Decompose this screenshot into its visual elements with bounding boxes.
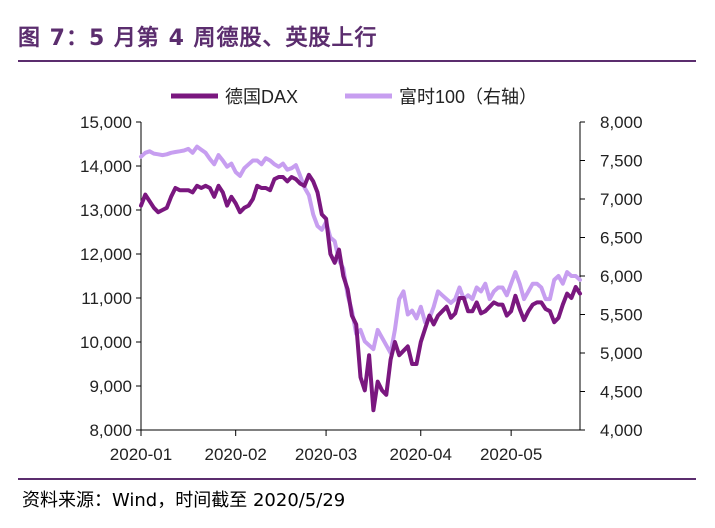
figure-title: 图 7：5 月第 4 周德股、英股上行 xyxy=(18,26,378,51)
y-left-tick-label: 12,000 xyxy=(80,245,132,264)
legend-label-ftse: 富时100（右轴） xyxy=(399,87,537,107)
x-tick-label: 2020-02 xyxy=(204,445,266,464)
source-note: 资料来源：Wind，时间截至 2020/5/29 xyxy=(22,490,346,511)
series-line-ftse xyxy=(139,144,582,355)
y-left-tick-label: 11,000 xyxy=(81,289,132,308)
legend-label-dax: 德国DAX xyxy=(225,87,298,107)
y-right-tick-label: 7,500 xyxy=(600,152,643,171)
title-divider xyxy=(18,60,696,62)
y-right-tick-label: 6,500 xyxy=(600,229,643,248)
y-left-tick-label: 14,000 xyxy=(80,157,132,176)
y-left-tick-label: 9,000 xyxy=(89,377,132,396)
source-divider xyxy=(18,478,696,480)
x-tick-label: 2020-04 xyxy=(390,445,452,464)
y-right-tick-label: 5,000 xyxy=(600,344,643,363)
y-left-tick-label: 13,000 xyxy=(80,201,132,220)
y-left-tick-label: 8,000 xyxy=(89,421,132,440)
y-right-tick-label: 4,000 xyxy=(600,421,643,440)
chart-axes: 8,000 9,000 10,000 11,000 12,000 13,000 14,000… xyxy=(80,113,643,464)
y-right-tick-label: 5,500 xyxy=(600,306,643,325)
x-tick-label: 2020-05 xyxy=(480,445,542,464)
y-left-tick-label: 15,000 xyxy=(80,113,132,132)
chart-series xyxy=(139,144,582,413)
x-tick-label: 2020-03 xyxy=(295,445,357,464)
x-tick-label: 2020-01 xyxy=(110,445,172,464)
y-right-tick-label: 7,000 xyxy=(600,190,643,209)
chart-legend: 德国DAX 富时100（右轴） xyxy=(171,87,537,107)
series-line-dax xyxy=(139,172,582,413)
y-right-tick-label: 8,000 xyxy=(600,113,643,132)
y-left-tick-label: 10,000 xyxy=(80,333,132,352)
y-right-tick-label: 6,000 xyxy=(600,267,643,286)
y-right-tick-label: 4,500 xyxy=(600,383,643,402)
